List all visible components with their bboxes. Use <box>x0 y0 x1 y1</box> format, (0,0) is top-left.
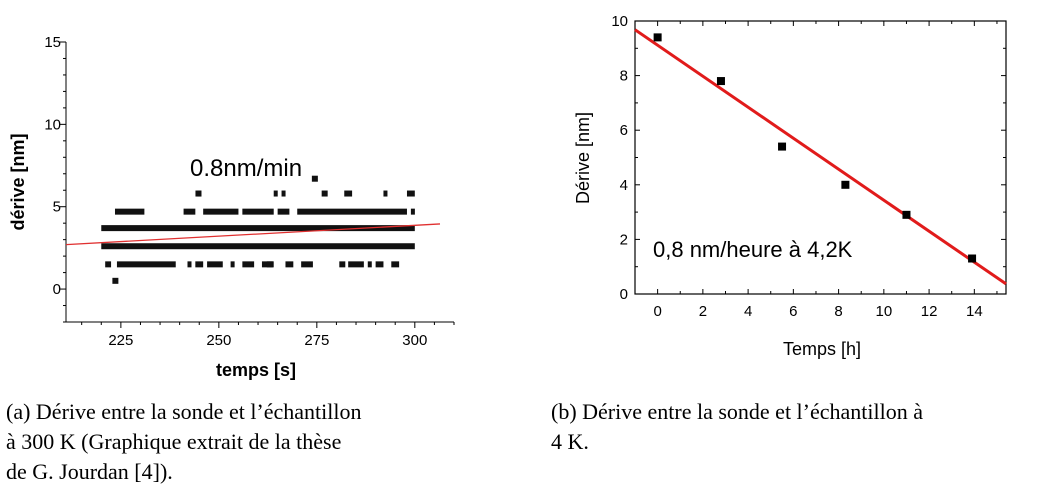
chart-a-data-band <box>277 208 290 215</box>
chart-a-data-point <box>321 190 328 197</box>
chart-a-data-band <box>348 261 364 268</box>
chart-a-data-band <box>230 261 235 268</box>
chart-a-data-band <box>105 261 112 268</box>
chart-a-data-band <box>187 261 192 268</box>
chart-b-y-tick-label: 2 <box>620 231 628 248</box>
chart-a-data-band <box>285 261 294 268</box>
chart-b: 0 2 4 6 8 10 0 2 4 6 8 10 12 14 Dérive [nm] Temps [h]… <box>560 0 1059 385</box>
chart-a-y-tick-label: 15 <box>44 34 61 51</box>
caption-b-line-1: (b) Dérive entre la sonde et l’échantill… <box>551 399 924 424</box>
chart-b-x-tick-label: 6 <box>789 303 797 320</box>
chart-b-x-tick-label: 0 <box>653 303 661 320</box>
chart-a-data-band <box>344 190 353 197</box>
caption-b: (b) Dérive entre la sonde et l’échantill… <box>551 397 923 457</box>
chart-b-data-point <box>902 210 911 219</box>
chart-a-data-band <box>375 261 384 268</box>
chart-b-fit-line <box>634 28 1007 286</box>
chart-a-data-band <box>391 261 400 268</box>
chart-b-data-point <box>716 77 725 86</box>
chart-b-y-tick-label: 4 <box>620 177 628 194</box>
caption-a-line-1: (a) Dérive entre la sonde et l’échantill… <box>6 399 362 424</box>
chart-b-x-tick-label: 10 <box>875 303 892 320</box>
chart-b-annotation: 0,8 nm/heure à 4,2K <box>653 237 853 262</box>
chart-a-data-band <box>281 190 286 197</box>
chart-a-x-tick-label: 275 <box>304 332 329 349</box>
chart-a-data-band <box>207 261 223 268</box>
chart-a-data-point <box>195 190 202 197</box>
chart-a-y-tick-label: 5 <box>53 199 61 216</box>
chart-b-y-tick-label: 8 <box>620 68 628 85</box>
chart-a-x-tick-label: 250 <box>206 332 231 349</box>
chart-a-data-band <box>367 261 372 268</box>
chart-a: 0 5 10 15 225 250 275 300 dérive [nm] temps [s]… <box>0 0 470 385</box>
chart-a-data-band <box>114 208 145 215</box>
chart-a-marks <box>65 175 441 284</box>
chart-a-data-band <box>183 208 196 215</box>
chart-b-y-tick-label: 10 <box>611 13 628 30</box>
chart-a-data-band <box>410 208 415 215</box>
chart-a-data-band <box>297 208 407 215</box>
chart-a-fit-line <box>65 223 441 246</box>
chart-a-data-point <box>339 261 346 268</box>
chart-a-x-tick-label: 300 <box>402 332 427 349</box>
chart-a-svg: 0 5 10 15 225 250 275 300 dérive [nm] temps [s]… <box>8 34 455 380</box>
chart-a-xlabel: temps [s] <box>216 360 296 380</box>
chart-a-data-band <box>273 190 278 197</box>
chart-a-data-point <box>112 277 119 284</box>
chart-a-data-band <box>301 261 313 268</box>
chart-b-ylabel: Dérive [nm] <box>573 112 593 204</box>
chart-b-axes: 0 2 4 6 8 10 0 2 4 6 8 10 12 14 <box>611 13 1007 320</box>
chart-a-data-band <box>101 225 415 232</box>
chart-b-data-point <box>968 254 977 263</box>
chart-a-y-tick-label: 10 <box>44 116 61 133</box>
chart-a-data-band <box>242 261 255 268</box>
chart-a-data-band <box>195 261 204 268</box>
chart-a-data-point <box>311 175 318 182</box>
chart-a-data-band <box>101 243 415 250</box>
caption-b-line-2: 4 K. <box>551 429 589 454</box>
chart-b-xlabel: Temps [h] <box>783 339 861 359</box>
chart-a-data-band <box>116 261 176 268</box>
chart-a-data-point <box>266 261 273 268</box>
chart-b-x-tick-label: 8 <box>834 303 842 320</box>
chart-b-x-tick-label: 4 <box>744 303 752 320</box>
chart-b-marks <box>634 28 1007 286</box>
chart-b-data-point <box>778 142 787 151</box>
chart-a-annotation: 0.8nm/min <box>190 155 302 182</box>
chart-a-data-band <box>203 208 239 215</box>
chart-b-data-point <box>841 180 850 189</box>
chart-a-data-band <box>242 208 274 215</box>
chart-a-ylabel: dérive [nm] <box>8 133 28 230</box>
chart-b-x-tick-label: 12 <box>921 303 938 320</box>
chart-a-axes: 0 5 10 15 225 250 275 300 <box>44 34 455 349</box>
chart-b-y-tick-label: 6 <box>620 122 628 139</box>
chart-b-x-tick-label: 14 <box>966 303 983 320</box>
chart-a-y-tick-label: 0 <box>53 281 61 298</box>
chart-a-data-band <box>406 190 415 197</box>
caption-a: (a) Dérive entre la sonde et l’échantill… <box>6 397 362 487</box>
caption-a-line-3: de G. Jourdan [4]). <box>6 459 173 484</box>
chart-b-data-point <box>653 33 662 42</box>
chart-b-svg: 0 2 4 6 8 10 0 2 4 6 8 10 12 14 Dérive [nm] Temps [h]… <box>573 13 1007 359</box>
chart-a-data-band <box>383 190 388 197</box>
chart-b-y-tick-label: 0 <box>620 286 628 303</box>
chart-b-x-tick-label: 2 <box>699 303 707 320</box>
chart-a-x-tick-label: 225 <box>108 332 133 349</box>
caption-a-line-2: à 300 K (Graphique extrait de la thèse <box>6 429 342 454</box>
